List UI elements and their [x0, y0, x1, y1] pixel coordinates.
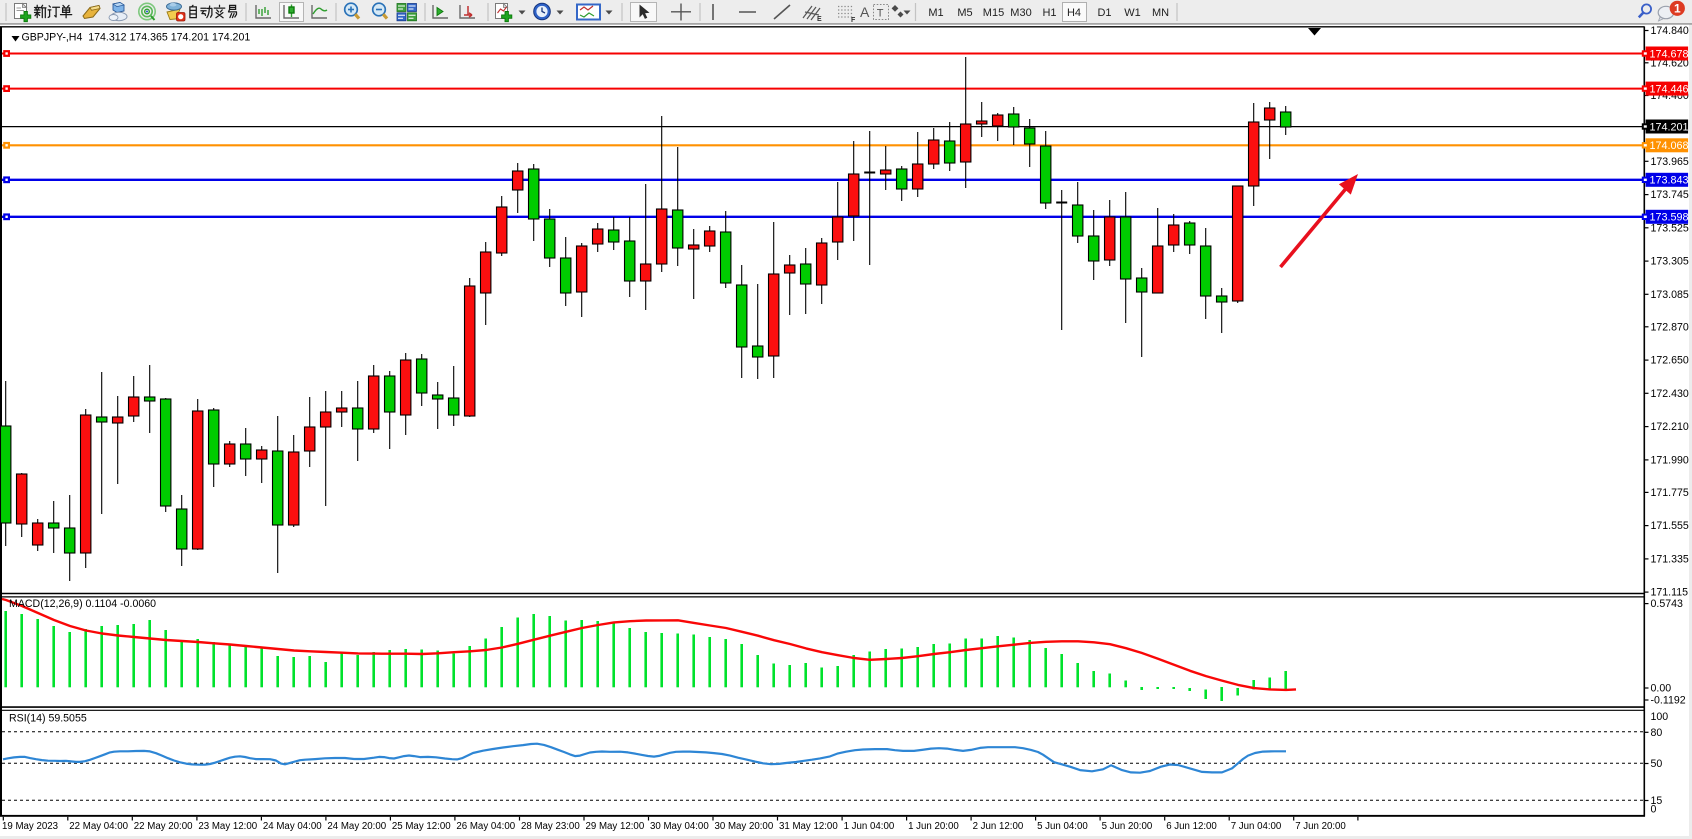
svg-text:24 May 20:00: 24 May 20:00 — [327, 821, 386, 832]
svg-text:D1: D1 — [1097, 7, 1111, 19]
svg-text:MACD(12,26,9) 0.1104 -0.0060: MACD(12,26,9) 0.1104 -0.0060 — [9, 598, 156, 610]
svg-text:0: 0 — [1651, 803, 1657, 815]
svg-text:30 May 20:00: 30 May 20:00 — [715, 821, 774, 832]
svg-text:171.555: 171.555 — [1651, 520, 1689, 532]
svg-text:5 Jun 04:00: 5 Jun 04:00 — [1037, 821, 1088, 832]
svg-text:30 May 04:00: 30 May 04:00 — [650, 821, 709, 832]
svg-text:F: F — [851, 17, 856, 24]
svg-text:M15: M15 — [983, 7, 1004, 19]
svg-text:22 May 20:00: 22 May 20:00 — [134, 821, 193, 832]
svg-text:W1: W1 — [1124, 7, 1141, 19]
svg-text:171.115: 171.115 — [1651, 587, 1689, 599]
svg-text:173.843: 173.843 — [1650, 175, 1689, 187]
svg-text:26 May 04:00: 26 May 04:00 — [456, 821, 515, 832]
svg-text:GBPJPY-,H4 174.312 174.365 17: GBPJPY-,H4 174.312 174.365 174.201 174.2… — [22, 32, 251, 44]
svg-text:2 Jun 12:00: 2 Jun 12:00 — [973, 821, 1024, 832]
svg-text:29 May 12:00: 29 May 12:00 — [586, 821, 645, 832]
svg-text:174.840: 174.840 — [1651, 25, 1689, 37]
svg-text:0.00: 0.00 — [1651, 683, 1672, 695]
svg-text:173.085: 173.085 — [1651, 289, 1689, 301]
svg-text:172.210: 172.210 — [1651, 421, 1689, 433]
svg-text:173.965: 173.965 — [1651, 156, 1689, 168]
svg-text:31 May 12:00: 31 May 12:00 — [779, 821, 838, 832]
svg-text:19 May 2023: 19 May 2023 — [2, 821, 58, 832]
svg-text:22 May 04:00: 22 May 04:00 — [69, 821, 128, 832]
svg-text:172.650: 172.650 — [1651, 355, 1689, 367]
svg-text:MN: MN — [1152, 7, 1169, 19]
svg-text:7 Jun 20:00: 7 Jun 20:00 — [1295, 821, 1346, 832]
svg-text:M1: M1 — [928, 7, 943, 19]
svg-text:174.201: 174.201 — [1650, 121, 1689, 133]
svg-text:174.068: 174.068 — [1650, 140, 1689, 152]
svg-text:1 Jun 20:00: 1 Jun 20:00 — [908, 821, 959, 832]
svg-text:50: 50 — [1651, 758, 1663, 770]
svg-text:23 May 12:00: 23 May 12:00 — [198, 821, 257, 832]
svg-text:1 Jun 04:00: 1 Jun 04:00 — [844, 821, 895, 832]
svg-text:6 Jun 12:00: 6 Jun 12:00 — [1166, 821, 1217, 832]
svg-text:172.870: 172.870 — [1651, 321, 1689, 333]
svg-text:100: 100 — [1651, 711, 1669, 723]
svg-text:M5: M5 — [957, 7, 972, 19]
svg-text:T: T — [877, 8, 884, 20]
svg-text:-0.1192: -0.1192 — [1651, 695, 1686, 707]
svg-text:174.446: 174.446 — [1650, 83, 1689, 95]
svg-text:173.305: 173.305 — [1651, 256, 1689, 268]
svg-text:171.990: 171.990 — [1651, 455, 1689, 467]
svg-text:174.678: 174.678 — [1650, 48, 1689, 60]
svg-text:H4: H4 — [1067, 7, 1081, 19]
svg-text:M30: M30 — [1010, 7, 1031, 19]
svg-text:24 May 04:00: 24 May 04:00 — [263, 821, 322, 832]
svg-text:A: A — [860, 4, 870, 20]
svg-text:5 Jun 20:00: 5 Jun 20:00 — [1102, 821, 1153, 832]
svg-text:28 May 23:00: 28 May 23:00 — [521, 821, 580, 832]
svg-text:RSI(14) 59.5055: RSI(14) 59.5055 — [9, 713, 87, 725]
svg-text:80: 80 — [1651, 727, 1663, 739]
svg-text:171.335: 171.335 — [1651, 554, 1689, 566]
svg-text:171.775: 171.775 — [1651, 487, 1689, 499]
svg-text:E: E — [817, 16, 822, 23]
svg-text:1: 1 — [1674, 1, 1681, 15]
svg-text:172.430: 172.430 — [1651, 388, 1689, 400]
svg-text:H1: H1 — [1042, 7, 1056, 19]
svg-text:25 May 12:00: 25 May 12:00 — [392, 821, 451, 832]
svg-text:7 Jun 04:00: 7 Jun 04:00 — [1231, 821, 1282, 832]
svg-text:173.745: 173.745 — [1651, 189, 1689, 201]
svg-text:173.525: 173.525 — [1651, 222, 1689, 234]
svg-text:15: 15 — [1651, 795, 1663, 807]
svg-text:173.598: 173.598 — [1650, 212, 1689, 224]
svg-text:0.5743: 0.5743 — [1651, 598, 1684, 610]
